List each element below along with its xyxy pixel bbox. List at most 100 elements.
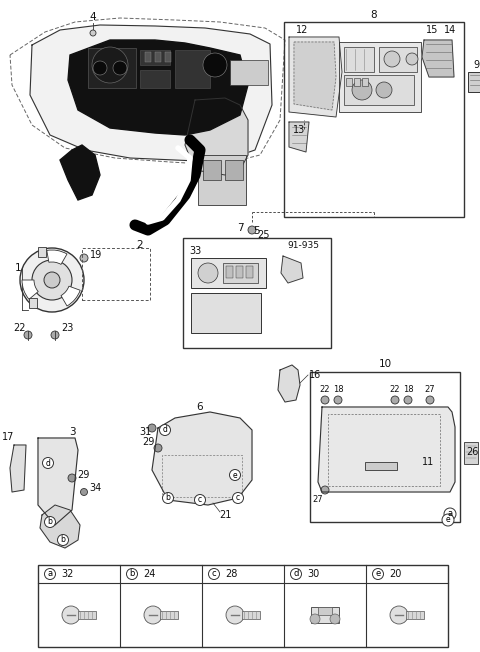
Wedge shape <box>22 280 38 299</box>
Bar <box>365 462 397 470</box>
Circle shape <box>330 614 340 624</box>
Text: 12: 12 <box>296 25 308 35</box>
Text: d: d <box>293 569 299 578</box>
Bar <box>160 611 178 619</box>
Polygon shape <box>30 25 272 162</box>
Text: 17: 17 <box>2 432 14 442</box>
Text: 2: 2 <box>137 240 144 250</box>
Text: 34: 34 <box>89 483 101 493</box>
Bar <box>198 155 246 205</box>
Bar <box>284 22 464 217</box>
Text: a: a <box>48 569 53 578</box>
Circle shape <box>113 61 127 75</box>
Text: 23: 23 <box>61 323 73 333</box>
Circle shape <box>44 272 60 288</box>
Text: 9: 9 <box>473 60 479 70</box>
Text: e: e <box>446 516 450 524</box>
Polygon shape <box>294 42 336 110</box>
Circle shape <box>229 469 240 481</box>
Circle shape <box>384 51 400 67</box>
Bar <box>155 52 161 62</box>
Text: 22: 22 <box>390 385 400 394</box>
Bar <box>203 160 221 180</box>
Bar <box>468 72 480 92</box>
Text: 8: 8 <box>371 10 377 20</box>
Bar <box>225 160 243 180</box>
Text: 31: 31 <box>139 427 151 437</box>
Text: 10: 10 <box>378 359 392 369</box>
Bar <box>38 565 448 647</box>
Polygon shape <box>60 145 100 200</box>
Circle shape <box>93 61 107 75</box>
Polygon shape <box>422 40 454 77</box>
Circle shape <box>127 569 137 580</box>
Circle shape <box>352 80 372 100</box>
Bar <box>175 50 210 88</box>
Circle shape <box>58 535 69 546</box>
Bar <box>140 70 170 88</box>
Bar <box>362 78 368 86</box>
Circle shape <box>406 53 418 65</box>
Bar <box>344 75 414 105</box>
Circle shape <box>248 226 256 234</box>
Text: 29: 29 <box>77 470 89 480</box>
Bar <box>344 47 374 72</box>
Circle shape <box>290 569 301 580</box>
Text: 1: 1 <box>15 263 21 273</box>
Circle shape <box>32 260 72 300</box>
Polygon shape <box>281 256 303 283</box>
Text: e: e <box>233 471 237 479</box>
Text: 27: 27 <box>312 496 324 505</box>
Circle shape <box>144 606 162 624</box>
Text: 30: 30 <box>307 569 319 579</box>
Bar <box>246 266 253 278</box>
Circle shape <box>194 494 205 505</box>
Bar <box>310 372 460 522</box>
Bar <box>328 414 440 486</box>
Circle shape <box>372 569 384 580</box>
Text: 3: 3 <box>69 427 75 437</box>
Text: 18: 18 <box>403 385 413 394</box>
Text: a: a <box>447 509 453 518</box>
Text: 32: 32 <box>61 569 73 579</box>
Bar <box>354 78 360 86</box>
Bar <box>379 47 417 72</box>
Circle shape <box>90 30 96 36</box>
Text: 14: 14 <box>444 25 456 35</box>
Text: 33: 33 <box>189 246 201 256</box>
Circle shape <box>45 516 56 527</box>
Wedge shape <box>47 250 67 265</box>
Circle shape <box>159 424 170 436</box>
Circle shape <box>442 514 454 526</box>
Text: 16: 16 <box>309 370 321 380</box>
Text: 13: 13 <box>293 125 305 135</box>
Circle shape <box>390 606 408 624</box>
Text: 6: 6 <box>197 402 204 412</box>
Bar <box>82 248 150 300</box>
Circle shape <box>163 492 173 503</box>
Circle shape <box>20 248 84 312</box>
Bar <box>191 258 266 288</box>
Circle shape <box>391 396 399 404</box>
Polygon shape <box>278 365 300 402</box>
Circle shape <box>68 474 76 482</box>
Polygon shape <box>40 505 80 548</box>
Circle shape <box>148 424 156 432</box>
Text: 19: 19 <box>90 250 102 260</box>
Text: 21: 21 <box>219 510 231 520</box>
Circle shape <box>80 254 88 262</box>
Bar <box>346 78 352 86</box>
Text: 27: 27 <box>425 385 435 394</box>
Text: 91-935: 91-935 <box>287 241 319 250</box>
Bar <box>318 607 332 615</box>
Text: 7: 7 <box>237 223 243 233</box>
Text: 25: 25 <box>258 230 270 240</box>
Circle shape <box>24 331 32 339</box>
Text: b: b <box>166 494 170 503</box>
Bar <box>223 263 258 283</box>
Circle shape <box>198 263 218 283</box>
Polygon shape <box>152 412 252 505</box>
Bar <box>145 52 151 62</box>
Circle shape <box>208 569 219 580</box>
Text: 4: 4 <box>90 12 96 22</box>
